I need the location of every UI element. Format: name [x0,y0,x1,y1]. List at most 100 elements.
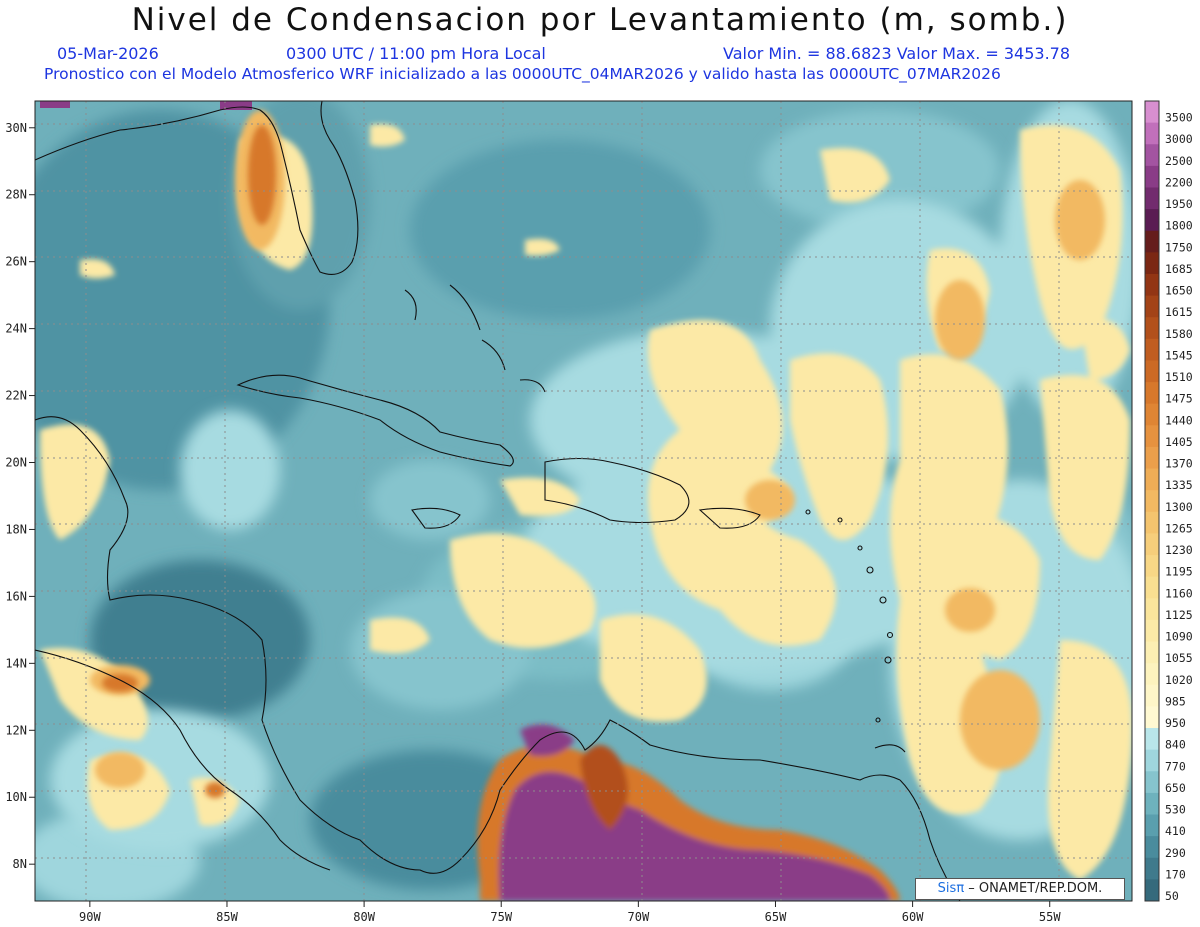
forecast-info: Pronostico con el Modelo Atmosferico WRF… [44,65,1001,83]
lat-label: 30N [5,121,27,135]
legend-swatch [1145,446,1159,470]
legend-swatch [1145,533,1159,556]
legend-swatch [1145,468,1159,491]
legend-swatch [1145,771,1159,794]
lat-label: 16N [5,589,27,603]
legend-label: 1090 [1165,630,1193,644]
lon-label: 90W [79,910,101,924]
legend-label: 1510 [1165,370,1193,384]
legend-swatch [1145,857,1159,880]
legend-swatch [1145,273,1159,297]
map-frame [34,100,1133,902]
legend-swatch [1145,360,1159,383]
legend-swatch [1145,555,1159,578]
credit-pi: π [956,881,965,896]
legend-swatch [1145,209,1159,232]
legend-label: 410 [1165,824,1186,838]
legend-label: 1335 [1165,478,1193,492]
legend-label: 1230 [1165,543,1193,557]
legend-swatch [1145,792,1159,816]
legend-swatch [1145,663,1159,686]
forecast-time: 0300 UTC / 11:00 pm Hora Local [286,44,546,63]
legend-swatch [1145,511,1159,534]
lat-label: 8N [13,857,27,871]
legend-swatch [1145,749,1159,772]
lat-label: 10N [5,790,27,804]
legend-label: 3000 [1165,132,1193,146]
legend-swatch [1145,598,1159,621]
lat-label: 26N [5,255,27,269]
legend-swatch [1145,728,1159,751]
legend-frame [1144,100,1160,902]
lon-label: 85W [216,910,238,924]
lat-label: 12N [5,723,27,737]
legend-label: 1160 [1165,586,1193,600]
map-axes: 90W 85W 80W 75W 70W 65W 60W 55W 30N 28N 26N 24N 22N 2… [5,121,1061,924]
legend-swatch [1145,338,1159,361]
graticule [35,101,1132,901]
legend-label: 290 [1165,846,1186,860]
legend-swatch [1145,684,1159,707]
legend-label: 530 [1165,803,1186,817]
legend-label: 1300 [1165,500,1193,514]
credit-sis: Sis [937,881,957,896]
lat-label: 22N [5,389,27,403]
legend-label: 170 [1165,867,1186,881]
lon-label: 55W [1039,910,1061,924]
legend-label: 2200 [1165,175,1193,189]
legend-label: 1265 [1165,521,1193,535]
legend-label: 840 [1165,738,1186,752]
map-title: Nivel de Condensacion por Levantamiento … [131,2,1069,38]
value-range: Valor Min. = 88.6823 Valor Max. = 3453.7… [723,44,1071,63]
legend-swatch [1145,101,1159,124]
legend-swatch [1145,187,1159,210]
legend-label: 650 [1165,781,1186,795]
legend-label: 3500 [1165,111,1193,125]
legend-label: 50 [1165,889,1179,903]
legend-swatch [1145,295,1159,318]
lat-label: 20N [5,456,27,470]
legend-label: 1125 [1165,608,1193,622]
lat-label: 28N [5,188,27,202]
legend-label: 2500 [1165,154,1193,168]
legend-swatch [1145,425,1159,448]
map-field [35,101,1132,901]
legend-label: 1685 [1165,262,1193,276]
legend-swatch [1145,706,1159,729]
legend-label: 1195 [1165,565,1193,579]
legend-label: 1055 [1165,651,1193,665]
legend-label: 1950 [1165,197,1193,211]
lon-label: 60W [902,910,924,924]
lon-label: 75W [490,910,512,924]
legend-label: 1475 [1165,392,1193,406]
legend-swatch [1145,836,1159,859]
color-legend: 3500 3000 2500 2200 1950 1800 1750 1685 1650 1615… [1144,100,1193,903]
lon-label: 65W [765,910,787,924]
legend-swatch [1145,144,1159,167]
lat-label: 14N [5,656,27,670]
legend-label: 1545 [1165,348,1193,362]
legend-label: 1800 [1165,219,1193,233]
legend-label: 1650 [1165,284,1193,298]
legend-swatch [1145,230,1159,253]
lon-label: 70W [628,910,650,924]
legend-swatch [1145,490,1159,513]
legend-label: 985 [1165,694,1186,708]
legend-swatch [1145,165,1159,188]
legend-swatch [1145,641,1159,664]
legend-label: 1440 [1165,413,1193,427]
legend-label: 1405 [1165,435,1193,449]
legend-swatch [1145,879,1159,902]
coastlines [35,101,961,901]
lat-label: 18N [5,522,27,536]
legend-swatch [1145,382,1159,405]
legend-swatch [1145,252,1159,275]
legend-label: 1615 [1165,305,1193,319]
legend-label: 1750 [1165,240,1193,254]
legend-label: 770 [1165,759,1186,773]
credit-text: – ONAMET/REP.DOM. [968,881,1103,896]
forecast-date: 05-Mar-2026 [57,44,159,63]
lat-label: 24N [5,322,27,336]
legend-swatch [1145,122,1159,145]
